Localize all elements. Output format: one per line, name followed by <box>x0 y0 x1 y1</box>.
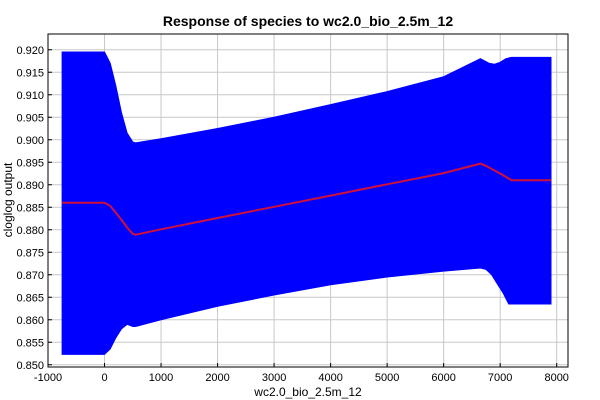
y-tick-label: 0.905 <box>16 112 44 124</box>
y-tick-label: 0.880 <box>16 225 44 237</box>
y-tick-label: 0.900 <box>16 135 44 147</box>
x-tick-label: 0 <box>101 372 107 384</box>
y-tick-label: 0.865 <box>16 292 44 304</box>
y-tick-label: 0.870 <box>16 270 44 282</box>
plot-frame <box>47 33 569 368</box>
area-layer <box>61 51 552 355</box>
y-tick-label: 0.855 <box>16 337 44 349</box>
x-tick-label: 5000 <box>375 372 399 384</box>
y-axis-label: cloglog output <box>1 162 15 237</box>
y-tick-label: 0.920 <box>16 45 44 57</box>
y-tick-label: 0.890 <box>16 180 44 192</box>
line-layer <box>62 162 551 236</box>
y-tick-label: 0.910 <box>16 90 44 102</box>
x-tick-label: 3000 <box>262 372 286 384</box>
y-tick-label: 0.860 <box>16 315 44 327</box>
y-tick-label: 0.885 <box>16 202 44 214</box>
confidence-band <box>61 51 552 355</box>
x-tick-label: 1000 <box>149 372 173 384</box>
mean-response-line <box>62 162 551 236</box>
y-tick-label: 0.875 <box>16 247 44 259</box>
y-tick-label: 0.850 <box>16 360 44 372</box>
chart-title: Response of species to wc2.0_bio_2.5m_12 <box>163 13 453 29</box>
x-tick-label: 8000 <box>544 372 568 384</box>
x-tick-label: -1000 <box>34 372 62 384</box>
y-tick-label: 0.895 <box>16 157 44 169</box>
x-tick-label: 2000 <box>205 372 229 384</box>
y-tick-label: 0.915 <box>16 67 44 79</box>
x-axis-label: wc2.0_bio_2.5m_12 <box>253 385 362 399</box>
x-tick-label: 7000 <box>488 372 512 384</box>
x-tick-label: 4000 <box>318 372 342 384</box>
x-tick-label: 6000 <box>431 372 455 384</box>
tick-layer: -1000 0 1000 2000 3000 4000 5000 6000 7000 8000 0.… <box>16 45 568 384</box>
